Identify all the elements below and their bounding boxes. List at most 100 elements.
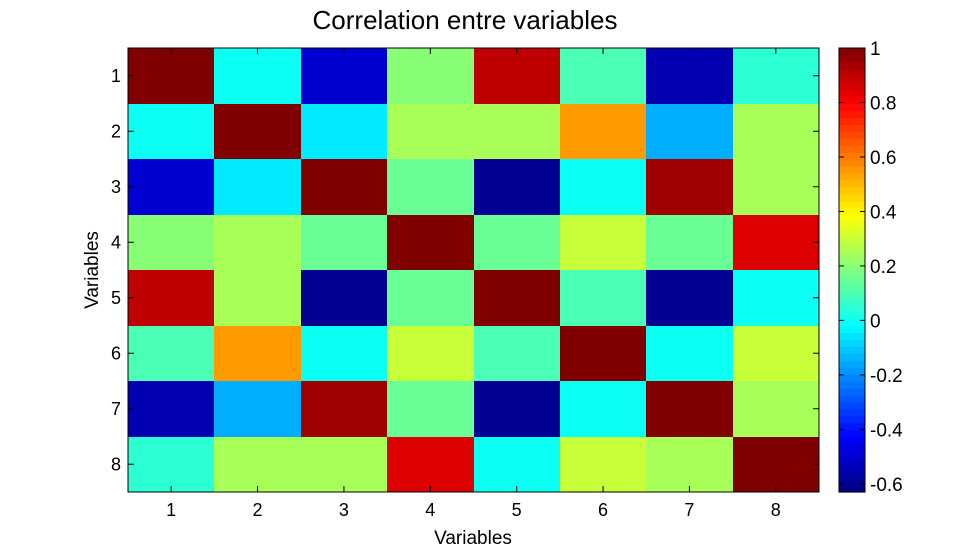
x-tick-label: 2: [253, 500, 263, 520]
colorbar-segment: [839, 394, 865, 403]
heatmap-cell-r3-c7: [646, 159, 733, 215]
colorbar-segment: [839, 325, 865, 334]
colorbar-segment: [839, 429, 865, 438]
heatmap-cell-r4-c8: [733, 215, 819, 270]
colorbar-segment: [839, 297, 865, 306]
colorbar-segment: [839, 346, 865, 354]
heatmap-cell-r8-c1: [128, 437, 214, 492]
x-tick-label: 5: [512, 500, 522, 520]
colorbar-segment: [839, 457, 865, 465]
colorbar-tick-label: 0: [870, 311, 881, 332]
colorbar-segment: [839, 193, 865, 202]
plot-frame: [127, 47, 820, 493]
heatmap-cell-r6-c4: [387, 326, 474, 381]
colorbar-segment: [839, 228, 865, 236]
heatmap-cell-r8-c2: [214, 437, 301, 492]
heatmap-cell-r5-c8: [733, 270, 819, 326]
colorbar-segment: [839, 485, 865, 493]
colorbar-segment: [839, 256, 865, 264]
colorbar-segment: [839, 235, 865, 243]
colorbar-segment: [839, 61, 865, 70]
x-tick-label: 3: [339, 500, 349, 520]
heatmap-cell-r4-c5: [474, 215, 560, 270]
colorbar-segment: [839, 290, 865, 299]
heatmap-cell-r3-c1: [128, 159, 214, 215]
colorbar-segment: [839, 249, 865, 257]
colorbar-segment: [839, 408, 865, 417]
colorbar-frame: [838, 47, 866, 493]
colorbar-segment: [839, 179, 865, 188]
heatmap-cell-r2-c4: [387, 104, 474, 159]
colorbar-segment: [839, 221, 865, 229]
colorbar-tick-label: 1: [870, 39, 881, 60]
heatmap-cell-r5-c4: [387, 270, 474, 326]
y-axis-ticks: 1 2 3 4 5 6 7 8: [111, 66, 819, 474]
colorbar-segment: [839, 152, 865, 160]
heatmap-cell-r6-c8: [733, 326, 819, 381]
colorbar-segment: [839, 283, 865, 292]
heatmap-cell-r1-c8: [733, 48, 819, 104]
heatmap-cell-r6-c6: [560, 326, 646, 381]
colorbar-segment: [839, 165, 865, 174]
x-tick-label: 1: [166, 500, 176, 520]
heatmap-cell-r5-c1: [128, 270, 214, 326]
y-tick-label: 8: [111, 454, 121, 474]
heatmap-cell-r1-c5: [474, 48, 560, 104]
colorbar-segment: [839, 89, 865, 98]
heatmap-cell-r8-c7: [646, 437, 733, 492]
colorbar-segment: [839, 138, 865, 146]
heatmap-cell-r3-c5: [474, 159, 560, 215]
heatmap-cell-r6-c2: [214, 326, 301, 381]
colorbar-tick-label: -0.6: [870, 475, 903, 496]
heatmap-cell-r6-c7: [646, 326, 733, 381]
heatmap-cell-r7-c5: [474, 381, 560, 437]
heatmap-cell-r5-c7: [646, 270, 733, 326]
x-tick-label: 8: [771, 500, 781, 520]
heatmap-cell-r2-c8: [733, 104, 819, 159]
colorbar-segment: [839, 207, 865, 216]
colorbar-segment: [839, 124, 865, 132]
colorbar-segment: [839, 214, 865, 223]
colorbar-segment: [839, 367, 865, 375]
heatmap-cell-r1-c3: [301, 48, 387, 104]
y-tick-label: 2: [111, 121, 121, 141]
heatmap-cell-r4-c7: [646, 215, 733, 270]
heatmap-cell-r6-c5: [474, 326, 560, 381]
heatmap-cell-r5-c2: [214, 270, 301, 326]
heatmap-cell-r3-c8: [733, 159, 819, 215]
colorbar-segment: [839, 75, 865, 84]
colorbar-segment: [839, 131, 865, 139]
heatmap-cell-r3-c6: [560, 159, 646, 215]
heatmap-cell-r2-c5: [474, 104, 560, 159]
colorbar-segment: [839, 200, 865, 209]
heatmap-cell-r7-c4: [387, 381, 474, 437]
colorbar-segment: [839, 263, 865, 271]
colorbar-segment: [839, 339, 865, 347]
colorbar-segment: [839, 172, 865, 181]
heatmap-cell-r1-c7: [646, 48, 733, 104]
colorbar-segment: [839, 415, 865, 424]
x-tick-label: 4: [425, 500, 435, 520]
heatmap-cell-r7-c8: [733, 381, 819, 437]
colorbar-segment: [839, 464, 865, 472]
colorbar-segment: [839, 353, 865, 361]
y-tick-label: 3: [111, 177, 121, 197]
heatmap-cell-r8-c3: [301, 437, 387, 492]
colorbar-tick-label: 0.2: [870, 257, 896, 278]
colorbar-segment: [839, 54, 865, 63]
colorbar-segment: [839, 318, 865, 327]
heatmap-cell-r7-c2: [214, 381, 301, 437]
heatmap-cell-r1-c2: [214, 48, 301, 104]
colorbar-segment: [839, 270, 865, 278]
colorbar-segment: [839, 82, 865, 91]
chart-title: Correlation entre variables: [313, 5, 618, 35]
heatmap-cell-r1-c4: [387, 48, 474, 104]
heatmap-cell-r6-c3: [301, 326, 387, 381]
y-tick-label: 7: [111, 399, 121, 419]
colorbar-segment: [839, 478, 865, 486]
y-tick-label: 1: [111, 66, 121, 86]
colorbar-ticks: 1 0.8 0.6 0.4 0.2 0 -0.2 -0.4 -0.6: [839, 39, 903, 496]
colorbar-segment: [839, 381, 865, 389]
colorbar-tick-label: 0.8: [870, 93, 896, 114]
